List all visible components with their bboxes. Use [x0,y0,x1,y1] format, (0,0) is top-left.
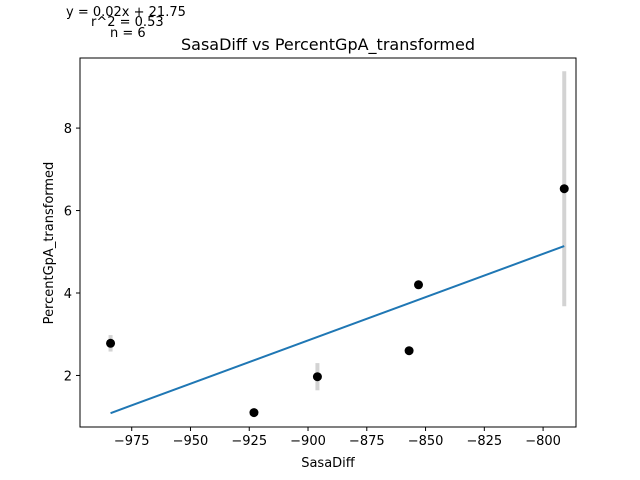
r-squared-annotation: r^2 = 0.53 [91,15,164,30]
data-point [106,338,116,348]
x-tick-label: −925 [231,434,267,449]
plot-frame [79,57,577,428]
data-point [249,408,259,418]
x-tick-label: −800 [525,434,561,449]
y-axis-label: PercentGpA_transformed [42,162,57,325]
x-tick-label: −950 [173,434,209,449]
y-tick-label: 2 [64,369,72,384]
x-tick-label: −850 [408,434,444,449]
equation-annotation: y = 0.02x + 21.75 [66,5,186,20]
x-tick-label: −900 [290,434,326,449]
y-tick-label: 6 [64,205,72,220]
x-tick-label: −825 [466,434,502,449]
data-point [559,184,569,194]
x-tick-label: −975 [114,434,150,449]
x-axis-label: SasaDiff [301,456,356,471]
x-tick-label: −875 [349,434,385,449]
data-point [312,372,322,382]
data-point [404,346,414,356]
n-annotation: n = 6 [110,26,146,41]
fit-line [110,245,565,415]
y-tick-label: 4 [64,287,72,302]
y-tick-label: 8 [64,122,72,137]
chart-title: SasaDiff vs PercentGpA_transformed [181,35,475,55]
data-point [414,280,424,290]
